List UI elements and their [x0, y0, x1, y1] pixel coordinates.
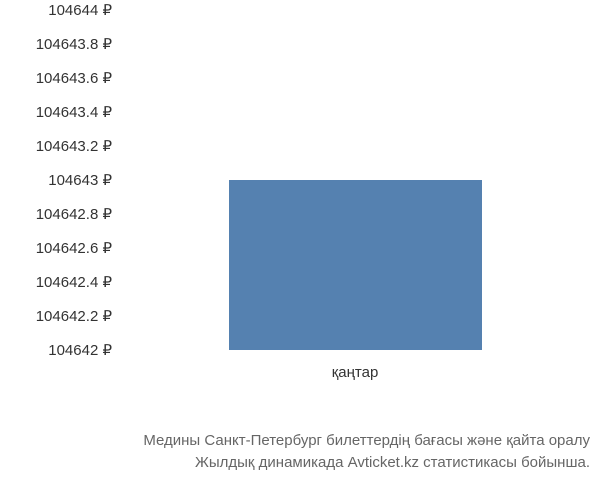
y-tick-label: 104643.8 ₽	[36, 35, 112, 53]
bar	[229, 180, 482, 350]
x-axis: қаңтар	[125, 360, 585, 390]
y-tick-label: 104643.4 ₽	[36, 103, 112, 121]
y-tick-label: 104642.8 ₽	[36, 205, 112, 223]
y-tick-label: 104642.6 ₽	[36, 239, 112, 257]
plot-area	[125, 10, 585, 350]
y-tick-label: 104643.2 ₽	[36, 137, 112, 155]
bar-chart: 104644 ₽ 104643.8 ₽ 104643.6 ₽ 104643.4 ₽ 10…	[0, 0, 600, 420]
caption-line-2: Жылдық динамикада Avticket.kz статистика…	[10, 452, 590, 474]
y-tick-label: 104644 ₽	[48, 1, 112, 19]
y-tick-label: 104642.2 ₽	[36, 307, 112, 325]
caption-line-1: Медины Санкт-Петербург билеттердің бағас…	[10, 430, 590, 452]
y-tick-label: 104643.6 ₽	[36, 69, 112, 87]
y-tick-label: 104642.4 ₽	[36, 273, 112, 291]
y-tick-label: 104643 ₽	[48, 171, 112, 189]
chart-caption: Медины Санкт-Петербург билеттердің бағас…	[0, 430, 600, 474]
y-tick-label: 104642 ₽	[48, 341, 112, 359]
x-tick-label: қаңтар	[332, 364, 379, 381]
y-axis: 104644 ₽104643.8 ₽104643.6 ₽104643.4 ₽10…	[0, 10, 120, 350]
